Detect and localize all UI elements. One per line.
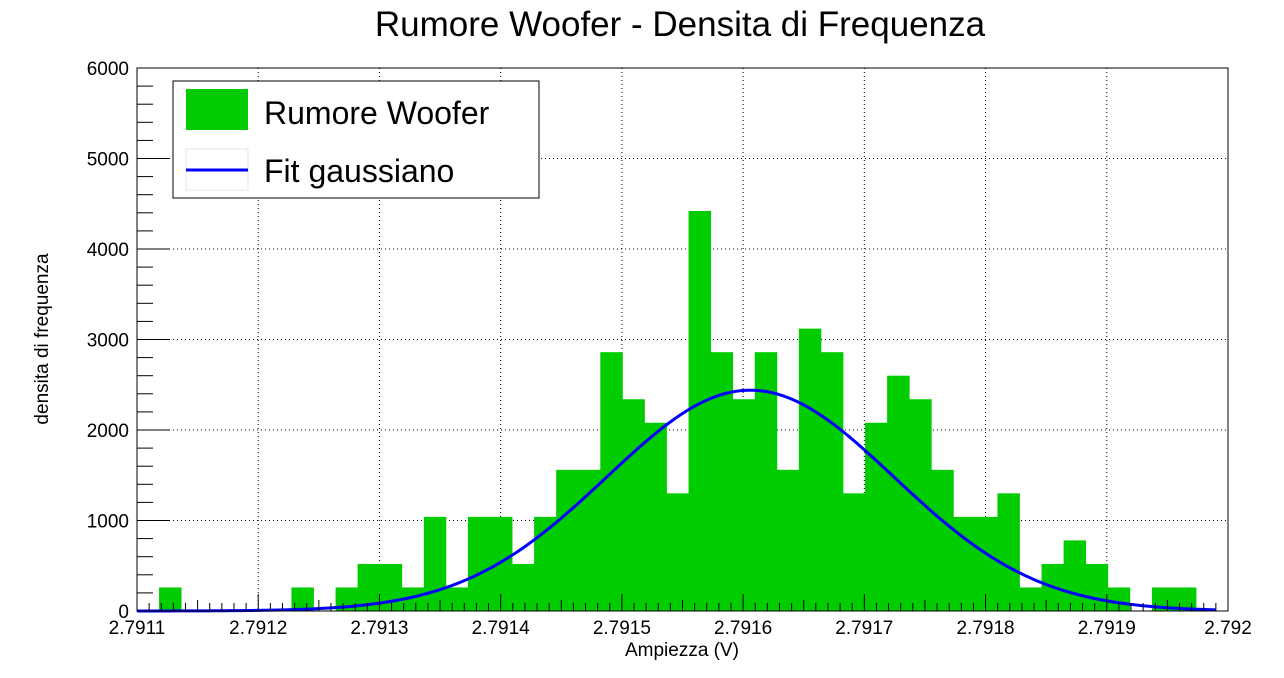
histogram-bar — [710, 352, 734, 611]
histogram-bar — [909, 399, 932, 611]
x-tick-label: 2.7913 — [350, 618, 408, 639]
histogram-bar — [622, 399, 645, 611]
y-tick-label: 2000 — [87, 421, 129, 442]
histogram-bar — [159, 587, 182, 611]
x-tick-label: 2.792 — [1204, 618, 1252, 639]
y-axis-title: densita di frequenza — [32, 253, 53, 425]
histogram-bar — [423, 516, 447, 611]
histogram-bar — [1107, 587, 1131, 611]
y-tick-label: 5000 — [87, 150, 129, 171]
histogram-bar — [1063, 540, 1087, 611]
x-tick-label: 2.7917 — [835, 618, 893, 639]
y-tick-label: 4000 — [87, 240, 129, 261]
legend: Rumore Woofer Fit gaussiano — [172, 80, 540, 199]
histogram-bar — [776, 469, 800, 611]
histogram-bar — [1151, 587, 1175, 611]
histogram-bar — [467, 516, 491, 611]
gaussian-fit-line — [136, 388, 1216, 613]
histogram-bar — [842, 493, 866, 611]
x-tick-label: 2.7911 — [109, 618, 166, 639]
x-tick-label: 2.7918 — [956, 618, 1014, 639]
legend-swatch-rumore-woofer — [186, 89, 248, 130]
histogram-bar — [644, 422, 667, 611]
histogram-bar — [1085, 563, 1109, 611]
histogram-bar — [445, 587, 469, 611]
histogram-bar — [820, 352, 844, 611]
histogram-bar — [357, 563, 381, 611]
x-tick-label: 2.7919 — [1078, 618, 1136, 639]
histogram-bar — [578, 469, 601, 611]
axes-layer: 2.7911 2.7912 2.7913 2.7914 2.7915 2.7916 2.79… — [87, 59, 1252, 639]
histogram-bar — [732, 399, 756, 611]
histogram-bar — [1019, 587, 1042, 611]
legend-label-rumore-woofer: Rumore Woofer — [264, 95, 490, 131]
histogram-bar — [798, 328, 822, 611]
x-tick-label: 2.7916 — [714, 618, 772, 639]
y-tick-label: 6000 — [87, 59, 129, 80]
histogram-bar — [401, 587, 425, 611]
histogram-bar — [512, 563, 535, 611]
gaussian-fit-layer — [136, 388, 1216, 613]
histogram-bar — [688, 210, 712, 612]
histogram-bar — [534, 516, 557, 611]
histogram-bar — [556, 469, 579, 611]
histogram-bar — [865, 422, 888, 611]
histogram-bar — [887, 375, 910, 611]
x-tick-label: 2.7914 — [472, 618, 531, 639]
histogram-bars — [159, 210, 1197, 612]
chart-title: Rumore Woofer - Densita di Frequenza — [375, 5, 986, 44]
histogram-bar — [666, 493, 689, 611]
x-tick-label: 2.7912 — [229, 618, 287, 639]
histogram-bar — [291, 587, 314, 611]
histogram-bar — [754, 352, 778, 611]
y-tick-label: 1000 — [87, 512, 129, 533]
x-axis-title: Ampiezza (V) — [625, 640, 739, 661]
y-tick-label: 0 — [118, 602, 129, 623]
y-tick-label: 3000 — [87, 331, 129, 352]
histogram-bar — [997, 493, 1020, 611]
histogram-bar — [953, 516, 976, 611]
histogram-bar — [489, 516, 513, 611]
x-tick-label: 2.7915 — [593, 618, 651, 639]
legend-label-fit-gaussiano: Fit gaussiano — [264, 153, 454, 189]
histogram-bar — [600, 352, 623, 611]
histogram-bar — [931, 469, 954, 611]
plot-frame — [136, 67, 1229, 612]
histogram-bar — [975, 516, 998, 611]
